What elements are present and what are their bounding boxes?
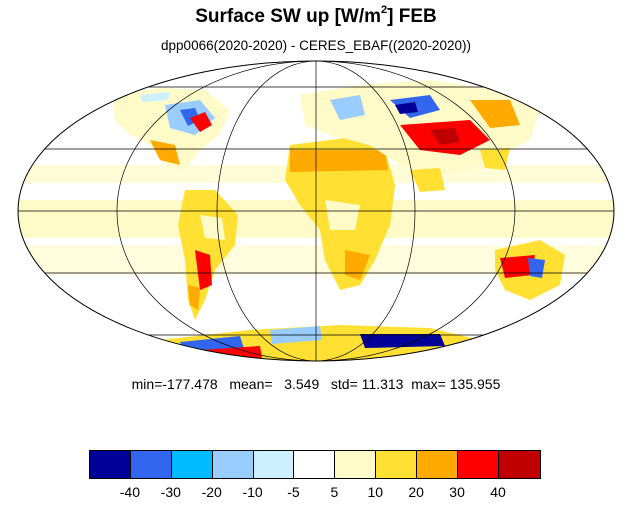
south-america <box>178 190 238 320</box>
map-subtitle: dpp0066(2020-2020) - CERES_EBAF((2020-20… <box>161 38 471 53</box>
colorbar-label: 5 <box>330 484 339 500</box>
stat-std-value: 11.313 <box>361 376 404 392</box>
graticule <box>18 61 614 361</box>
colorbar-box <box>212 451 254 478</box>
colorbar-label: -30 <box>160 484 181 500</box>
stat-max-value: 135.955 <box>449 376 501 392</box>
australia <box>495 240 565 300</box>
colorbar-box <box>498 451 540 478</box>
colorbar-box <box>335 451 377 478</box>
colorbar-box <box>130 451 172 478</box>
stat-min-value: -177.478 <box>162 376 218 392</box>
colorbar-box <box>458 451 499 478</box>
colorbar-box <box>376 451 418 478</box>
colorbar-labels: -40 -30 -20 -10 -5 5 10 20 30 40 <box>0 484 632 502</box>
globe-outline <box>17 60 615 362</box>
colorbar-label: 40 <box>490 484 506 500</box>
colorbar-box <box>253 451 295 478</box>
stat-mean-label: mean= <box>229 376 273 392</box>
title-main: Surface SW up [W/m <box>195 6 382 27</box>
stat-max-label: max= <box>411 376 446 392</box>
stat-mean-value: 3.549 <box>284 376 320 392</box>
colorbar-label: -40 <box>119 484 141 500</box>
colorbar-box <box>294 451 336 478</box>
antarctica <box>160 325 480 361</box>
north-america <box>112 88 230 170</box>
map-fields <box>18 65 614 361</box>
stat-min-label: min= <box>131 376 163 392</box>
colorbar-box <box>171 451 213 478</box>
colorbar-label: 30 <box>449 484 465 500</box>
colorbar-label: 20 <box>408 484 424 500</box>
colorbar-label: -20 <box>201 484 222 500</box>
colorbar-label: 10 <box>367 484 384 500</box>
colorbar-box <box>417 451 459 478</box>
colorbar-label: -5 <box>287 484 300 500</box>
title-close: ] <box>387 6 394 27</box>
colorbar-box <box>90 451 131 478</box>
title-superscript: 2 <box>381 4 388 16</box>
africa <box>285 138 395 290</box>
colorbar <box>89 450 541 479</box>
statistics-line: min=-177.478 mean= 3.549 std= 11.313 max… <box>0 376 632 392</box>
eurasia <box>300 80 540 192</box>
title-month: FEB <box>398 6 437 27</box>
map-title: Surface SW up [W/m2] FEB <box>0 4 632 28</box>
stat-std-label: std= <box>330 376 358 392</box>
greenland <box>240 65 300 100</box>
colorbar-label: -10 <box>242 484 263 500</box>
